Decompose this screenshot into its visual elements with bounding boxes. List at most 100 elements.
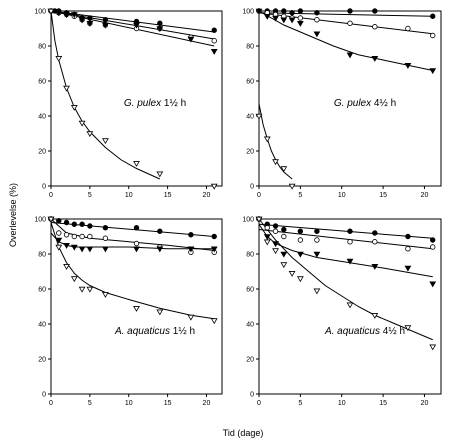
data-point-filled-circle (102, 225, 109, 231)
y-tick-label: 60 (38, 287, 46, 294)
y-tick-label: 0 (42, 392, 46, 399)
data-point-filled-triangle (63, 243, 70, 249)
y-tick-label: 100 (34, 217, 46, 224)
x-tick-label: 15 (164, 192, 172, 199)
data-point-filled-triangle (429, 281, 437, 288)
data-point-filled-triangle (55, 237, 63, 244)
panel-title-species: A. aquaticus (114, 326, 170, 337)
data-point-open-triangle (47, 216, 55, 223)
data-point-filled-triangle (78, 17, 86, 24)
data-point-filled-circle (133, 225, 140, 231)
data-point-filled-triangle (313, 251, 321, 258)
data-point-filled-circle (347, 228, 353, 234)
fit-line-series-3 (258, 10, 433, 71)
data-point-filled-circle (79, 221, 85, 227)
data-point-open-triangle (63, 85, 70, 92)
x-tick-label: 5 (88, 400, 92, 407)
fit-line-series-4 (50, 10, 161, 180)
data-point-filled-triangle (55, 10, 63, 17)
data-point-filled-triangle (187, 36, 195, 43)
data-point-filled-triangle (102, 22, 109, 29)
data-point-filled-circle (314, 10, 320, 16)
data-point-filled-triangle (288, 17, 296, 24)
data-point-filled-circle (71, 221, 78, 227)
data-point-filled-circle (188, 232, 194, 238)
data-point-open-triangle (133, 306, 140, 312)
data-point-open-triangle (272, 248, 279, 255)
data-point-open-triangle (78, 120, 86, 127)
data-point-open-circle (372, 24, 378, 30)
data-point-filled-circle (281, 226, 287, 233)
data-point-filled-circle (372, 230, 378, 236)
data-point-filled-circle (347, 8, 353, 14)
data-point-filled-triangle (272, 15, 279, 22)
data-point-open-triangle (371, 313, 379, 319)
x-tick-label: 15 (379, 400, 387, 407)
x-axis-label: Tid (dage) (223, 428, 264, 438)
data-point-open-triangle (55, 56, 63, 62)
data-point-filled-circle (297, 228, 304, 234)
y-tick-label: 40 (246, 114, 254, 121)
data-point-open-circle (297, 15, 304, 21)
data-point-filled-triangle (371, 264, 379, 270)
data-point-open-circle (79, 233, 85, 240)
x-tick-label: 15 (379, 192, 387, 199)
x-tick-label: 15 (164, 400, 172, 407)
panel-title: A. aquaticus 4½ h (324, 326, 405, 337)
data-point-filled-circle (211, 233, 217, 240)
x-tick-label: 20 (421, 192, 429, 199)
data-point-open-triangle (296, 276, 304, 283)
fit-line-series-2 (50, 218, 215, 251)
data-point-filled-triangle (70, 244, 78, 251)
panel-title-duration: 4½ h (380, 326, 405, 337)
data-point-filled-circle (87, 223, 93, 229)
y-tick-label: 40 (38, 322, 46, 329)
data-point-filled-triangle (371, 56, 379, 62)
plot-frame (258, 218, 442, 395)
data-point-open-triangle (404, 325, 412, 332)
data-point-filled-circle (430, 13, 436, 19)
fit-line-series-4 (50, 222, 215, 320)
fit-line-series-4 (258, 103, 293, 180)
data-point-open-triangle (70, 276, 78, 283)
data-point-filled-triangle (86, 21, 94, 27)
data-point-filled-triangle (429, 68, 437, 75)
data-point-open-triangle (55, 244, 63, 251)
data-point-filled-triangle (404, 265, 412, 272)
x-tick-label: 20 (203, 400, 211, 407)
data-point-filled-triangle (86, 246, 94, 253)
y-tick-label: 40 (38, 114, 46, 121)
data-point-open-circle (87, 233, 93, 240)
data-point-filled-triangle (255, 8, 263, 15)
data-point-open-triangle (210, 183, 218, 190)
data-point-filled-triangle (156, 26, 164, 33)
y-tick-label: 20 (246, 357, 254, 364)
fit-line-series-1 (50, 10, 215, 33)
data-point-filled-circle (272, 223, 279, 229)
data-point-open-triangle (210, 318, 218, 325)
data-point-filled-triangle (346, 52, 354, 59)
data-point-open-triangle (70, 105, 78, 111)
y-tick-label: 100 (242, 217, 254, 224)
data-point-open-triangle (429, 344, 437, 351)
data-point-filled-triangle (102, 246, 109, 253)
data-point-open-triangle (86, 131, 94, 138)
panel-title: G. pulex 1½ h (124, 98, 186, 109)
fit-line-series-1 (50, 222, 215, 237)
data-point-filled-circle (63, 219, 70, 226)
x-tick-label: 10 (338, 192, 346, 199)
fit-line-series-1 (258, 223, 433, 239)
y-tick-label: 20 (246, 149, 254, 156)
data-point-open-triangle (156, 171, 164, 178)
data-point-open-circle (281, 233, 287, 240)
data-point-filled-circle (56, 218, 62, 224)
data-point-open-circle (133, 240, 140, 247)
data-point-filled-triangle (280, 251, 288, 258)
data-point-filled-triangle (187, 246, 195, 253)
data-point-open-triangle (346, 302, 354, 309)
data-point-open-triangle (255, 113, 263, 120)
data-point-open-triangle (102, 292, 109, 298)
y-axis-label: Overlevelse (%) (8, 183, 18, 247)
panel-title-duration: 1½ h (170, 326, 195, 337)
